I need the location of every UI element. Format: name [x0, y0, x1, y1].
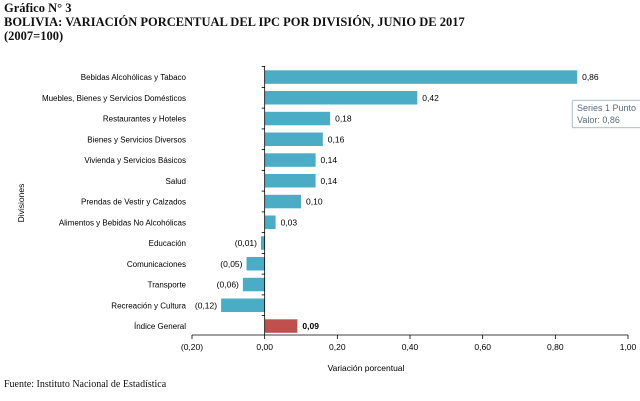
x-axis-title: Variación porcentual	[328, 363, 405, 373]
category-label: Vivienda y Servicios Básicos	[84, 156, 186, 165]
tooltip-value: Valor: 0,86	[577, 115, 620, 125]
category-label: Transporte	[148, 281, 187, 290]
category-label: Recreación y Cultura	[111, 301, 186, 310]
data-label: 0,86	[582, 72, 599, 82]
x-tick-label: 0,80	[547, 342, 564, 352]
category-label: Educación	[149, 239, 186, 248]
x-tick-label: 0,00	[256, 342, 273, 352]
y-axis-title: Divisiones	[16, 184, 26, 223]
data-label: 0,18	[335, 114, 352, 124]
data-label: (0,06)	[217, 280, 239, 290]
category-label: Muebles, Bienes y Servicios Domésticos	[42, 94, 186, 103]
bar[interactable]	[264, 215, 276, 230]
bar[interactable]	[264, 174, 316, 188]
category-label: Comunicaciones	[127, 260, 186, 269]
category-label: Prendas de Vestir y Calzados	[81, 198, 186, 207]
data-label: (0,01)	[235, 238, 257, 248]
data-label: 0,42	[422, 93, 439, 103]
category-label: Bebidas Alcohólicas y Tabaco	[81, 73, 187, 82]
x-tick-label: (0,20)	[181, 342, 203, 352]
bar-indice-general[interactable]	[264, 319, 298, 333]
bar[interactable]	[264, 91, 418, 105]
bar[interactable]	[264, 132, 323, 147]
x-tick-label: 0,20	[329, 342, 346, 352]
x-tick-label: 0,40	[402, 342, 419, 352]
category-label: Bienes y Servicios Diversos	[87, 135, 186, 144]
chart-title: BOLIVIA: VARIACIÓN PORCENTUAL DEL IPC PO…	[4, 15, 465, 29]
labels-group: Bebidas Alcohólicas y Tabaco 0,86 Muebles,…	[42, 72, 637, 352]
data-label: (0,12)	[195, 300, 217, 310]
chart-subtitle: (2007=100)	[4, 29, 64, 43]
source-note: Fuente: Instituto Nacional de Estadístic…	[4, 379, 167, 390]
bar[interactable]	[242, 277, 265, 292]
category-label: Salud	[166, 177, 186, 186]
category-label: Alimentos y Bebidas No Alcohólicas	[59, 218, 186, 227]
bar[interactable]	[264, 194, 301, 209]
data-label: 0,14	[321, 176, 338, 186]
figure-label: Gráfico N° 3	[4, 1, 72, 15]
bars-group	[221, 70, 578, 333]
data-tooltip: Series 1 Punto Valor: 0,86	[572, 100, 640, 128]
bar[interactable]	[264, 111, 331, 126]
data-label: 0,03	[281, 217, 298, 227]
bar[interactable]	[264, 153, 316, 167]
category-label: Índice General	[134, 322, 186, 331]
category-label: Restaurantes y Hoteles	[103, 115, 186, 124]
data-label: 0,09	[302, 321, 319, 331]
bar[interactable]	[221, 298, 265, 313]
data-label: 0,14	[321, 155, 338, 165]
data-label: 0,10	[306, 197, 323, 207]
x-tick-label: 1,00	[620, 342, 637, 352]
title-block: Gráfico N° 3 BOLIVIA: VARIACIÓN PORCENTU…	[4, 1, 465, 43]
axes-group	[191, 66, 629, 339]
tooltip-series: Series 1 Punto	[577, 103, 637, 113]
bar[interactable]	[261, 236, 265, 250]
bar[interactable]	[264, 70, 578, 84]
bar[interactable]	[246, 257, 265, 271]
data-label: 0,16	[328, 134, 345, 144]
x-tick-label: 0,60	[474, 342, 491, 352]
data-label: (0,05)	[220, 259, 242, 269]
